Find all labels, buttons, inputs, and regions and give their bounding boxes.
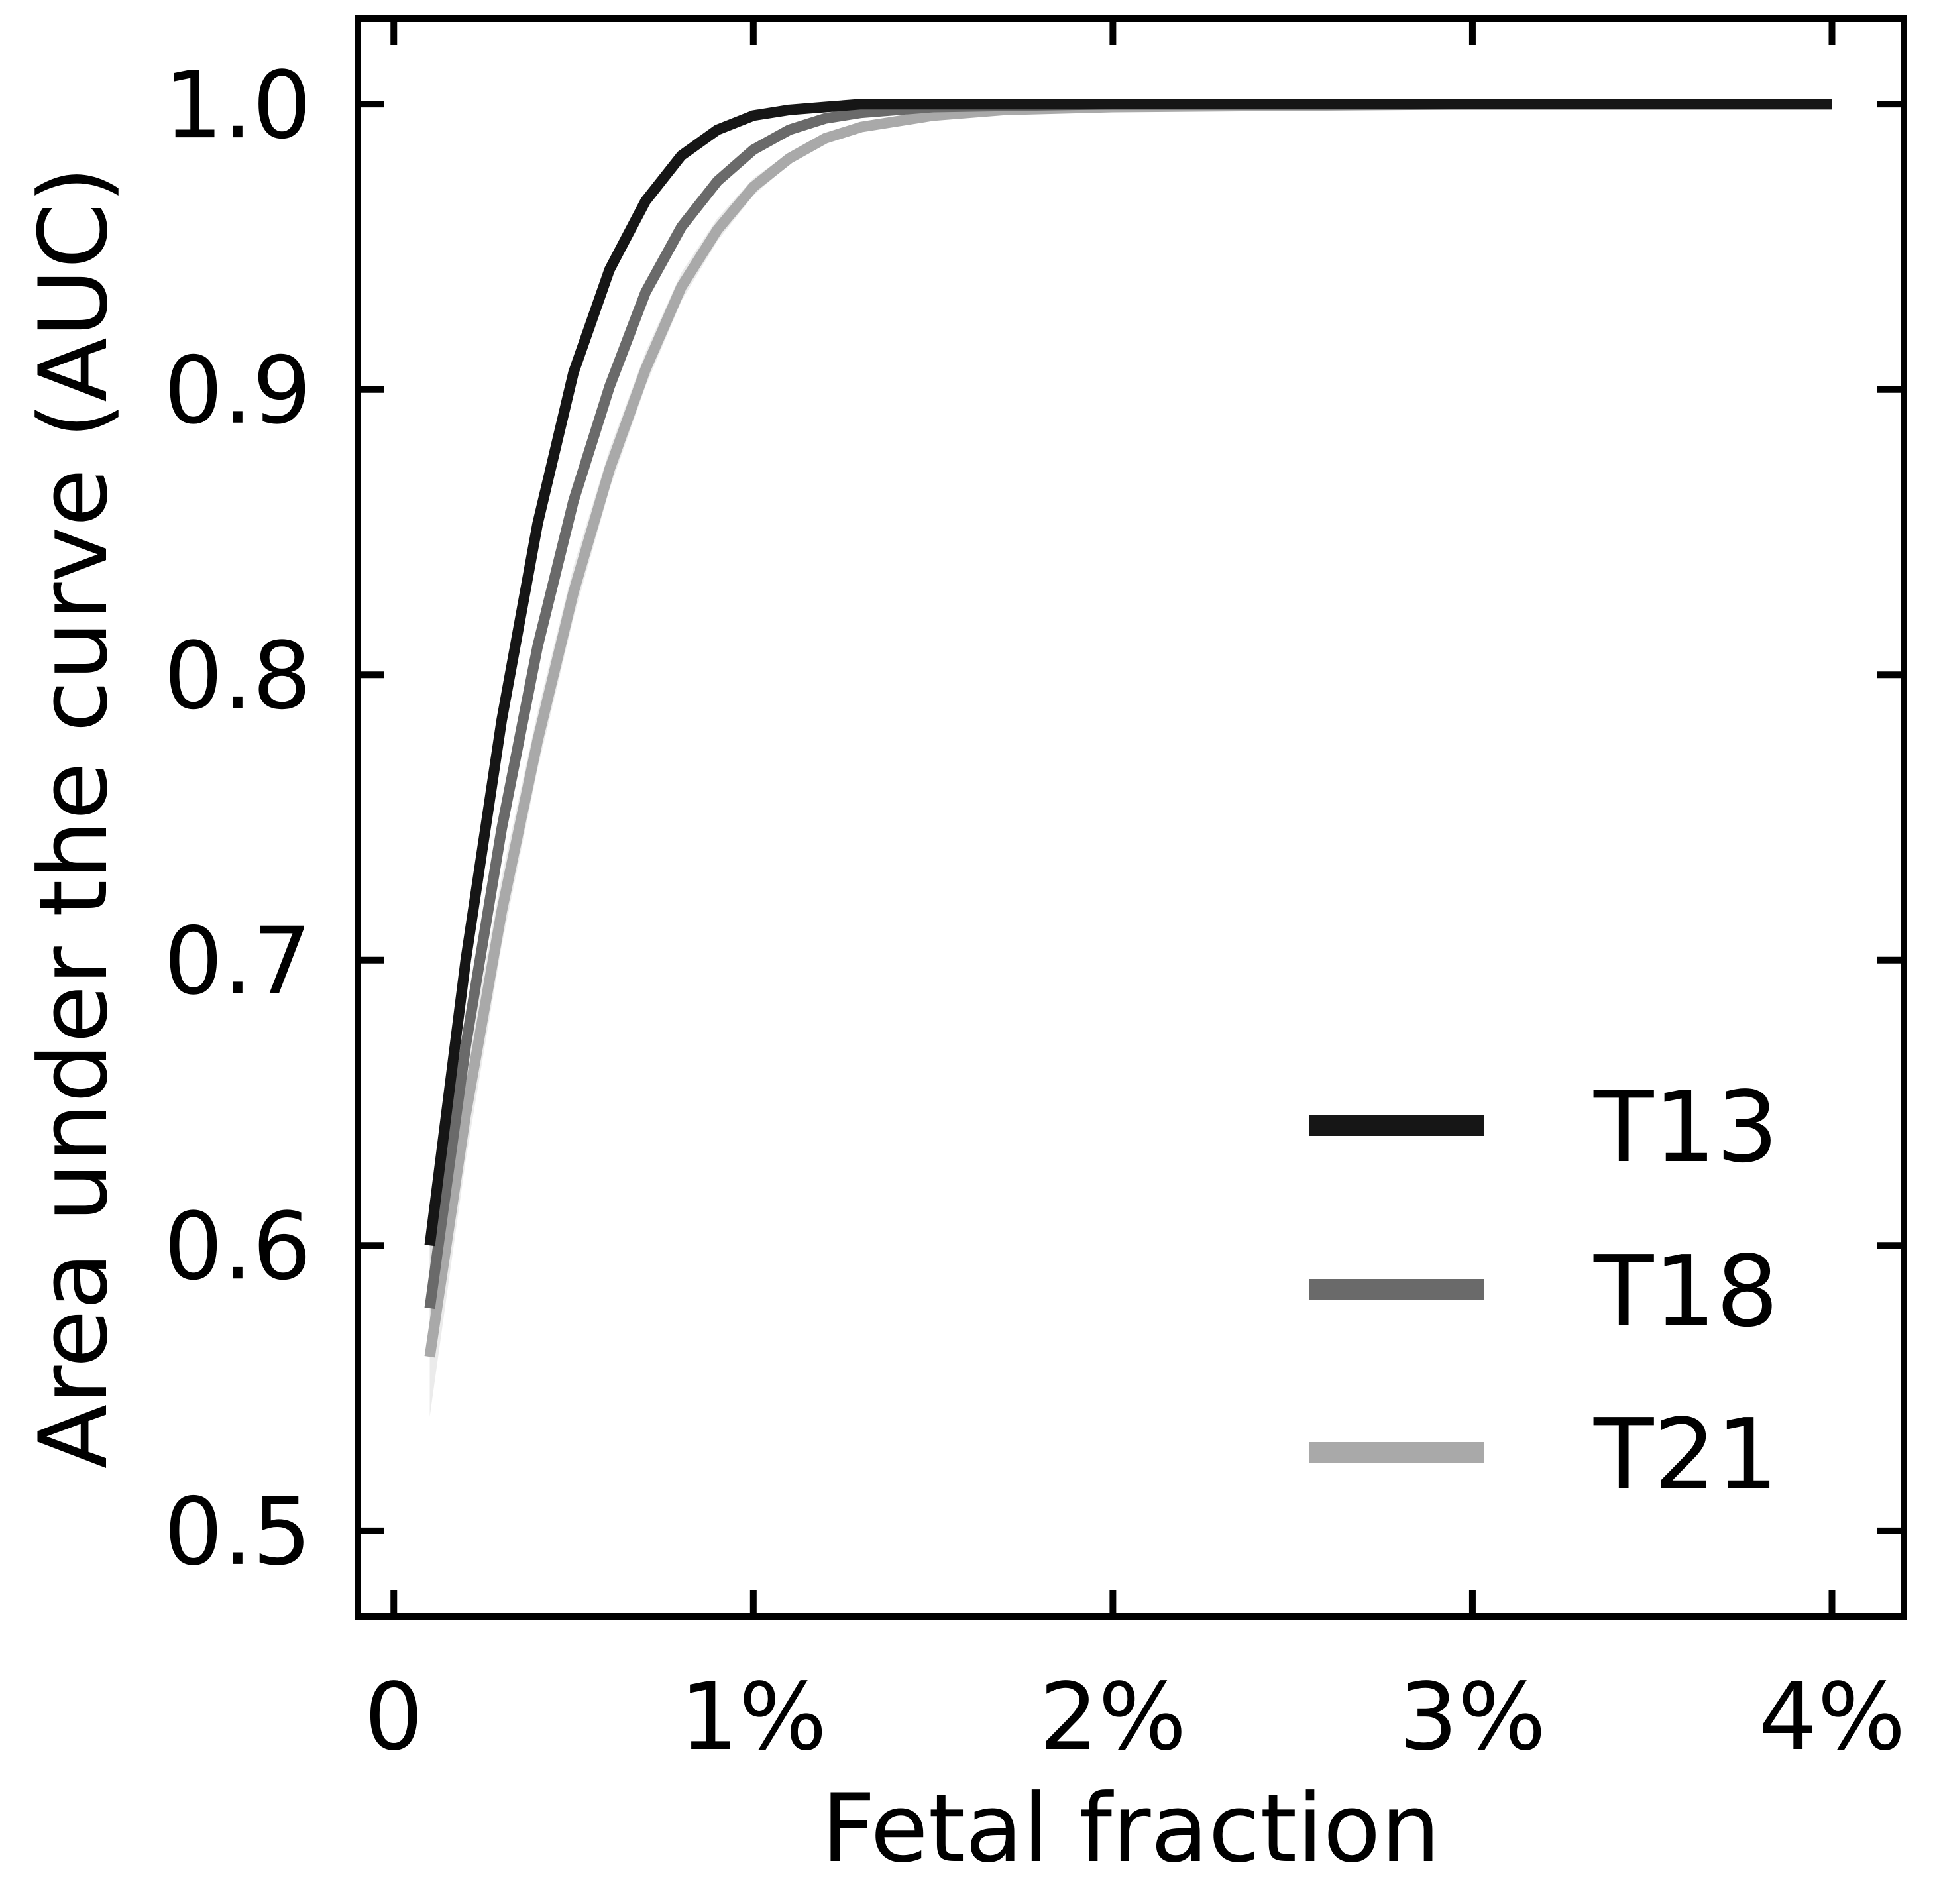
- series-lines: [424, 99, 1832, 1358]
- series-line-t13: [424, 99, 1832, 1247]
- x-tick-label: 4%: [1758, 1663, 1905, 1771]
- y-tick-label: 0.9: [164, 337, 311, 445]
- x-tick-labels: 0 1% 2% 3% 4%: [364, 1663, 1906, 1771]
- y-axis-title: Area under the curve (AUC): [19, 166, 129, 1469]
- axis-ticks: [358, 19, 1904, 1616]
- y-tick-label: 0.5: [164, 1479, 311, 1587]
- y-tick-label: 1.0: [164, 52, 311, 160]
- plot-frame: [355, 15, 1907, 1620]
- legend-label-t13: T13: [1593, 1070, 1779, 1184]
- legend-label-t18: T18: [1593, 1235, 1779, 1349]
- y-tick-label: 0.6: [164, 1193, 311, 1301]
- legend-label-t21: T21: [1593, 1398, 1779, 1512]
- x-axis-title: Fetal fraction: [821, 1774, 1440, 1883]
- y-tick-label: 0.7: [164, 908, 311, 1016]
- x-tick-label: 3%: [1399, 1663, 1546, 1771]
- x-tick-label: 0: [364, 1663, 423, 1771]
- x-tick-label: 1%: [680, 1663, 827, 1771]
- y-tick-label: 0.8: [164, 622, 311, 730]
- y-tick-labels: 0.5 0.6 0.7 0.8 0.9 1.0: [164, 52, 311, 1587]
- x-tick-label: 2%: [1039, 1663, 1186, 1771]
- legend: T13 T18 T21: [1309, 1070, 1779, 1512]
